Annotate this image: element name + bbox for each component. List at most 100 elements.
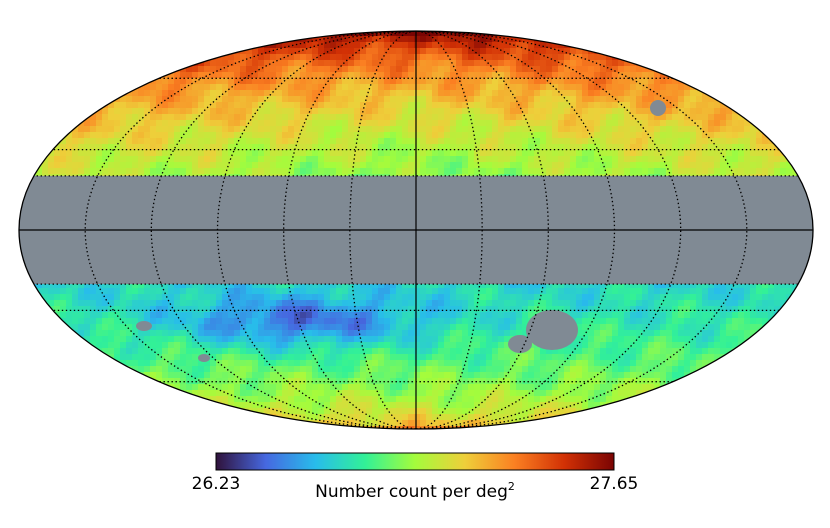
sky-cell <box>228 162 235 169</box>
sky-cell <box>624 120 631 127</box>
sky-cell <box>210 138 217 145</box>
sky-cell <box>516 162 523 169</box>
sky-cell <box>444 162 451 169</box>
sky-cell <box>534 54 541 61</box>
sky-cell <box>576 288 583 295</box>
sky-cell <box>492 36 499 43</box>
sky-cell <box>576 150 583 157</box>
sky-cell <box>294 66 301 73</box>
sky-cell <box>606 150 613 157</box>
sky-cell <box>168 90 175 97</box>
sky-cell <box>186 96 193 103</box>
sky-cell <box>540 66 547 73</box>
sky-cell <box>366 168 373 175</box>
sky-cell <box>156 114 163 121</box>
sky-cell <box>414 48 421 55</box>
sky-cell <box>306 120 313 127</box>
sky-cell <box>636 72 643 79</box>
sky-cell <box>198 78 205 85</box>
sky-cell <box>84 288 91 295</box>
sky-cell <box>108 162 115 169</box>
sky-cell <box>468 102 475 109</box>
sky-cell <box>414 150 421 157</box>
sky-cell <box>246 42 253 49</box>
sky-cell <box>198 288 205 295</box>
sky-cell <box>36 288 43 295</box>
sky-cell <box>168 282 175 289</box>
sky-cell <box>678 72 685 79</box>
sky-cell <box>432 156 439 163</box>
sky-cell <box>600 138 607 145</box>
sky-cell <box>636 66 643 73</box>
sky-cell <box>462 48 469 55</box>
sky-cell <box>108 132 115 139</box>
sky-cell <box>444 42 451 49</box>
sky-cell <box>354 126 361 133</box>
sky-cell <box>402 138 409 145</box>
sky-cell <box>312 78 319 85</box>
sky-cell <box>324 168 331 175</box>
sky-cell <box>276 102 283 109</box>
sky-cell <box>138 138 145 145</box>
sky-cell <box>726 282 733 289</box>
sky-cell <box>552 156 559 163</box>
sky-cell <box>636 138 643 145</box>
sky-cell <box>258 72 265 79</box>
sky-cell <box>582 48 589 55</box>
sky-cell <box>660 156 667 163</box>
sky-cell <box>282 114 289 121</box>
sky-cell <box>126 288 133 295</box>
sky-cell <box>420 138 427 145</box>
sky-cell <box>510 84 517 91</box>
sky-cell <box>234 66 241 73</box>
sky-cell <box>606 102 613 109</box>
sky-cell <box>432 90 439 97</box>
sky-cell <box>564 150 571 157</box>
sky-cell <box>186 150 193 157</box>
sky-cell <box>192 114 199 121</box>
sky-cell <box>744 132 751 139</box>
sky-cell <box>90 150 97 157</box>
sky-cell <box>750 138 757 145</box>
sky-cell <box>498 72 505 79</box>
sky-cell <box>648 132 655 139</box>
sky-cell <box>618 84 625 91</box>
sky-cell <box>264 150 271 157</box>
sky-cell <box>564 54 571 61</box>
sky-cell <box>60 282 67 289</box>
sky-cell <box>576 282 583 289</box>
sky-cell <box>168 72 175 79</box>
sky-cell <box>432 84 439 91</box>
sky-cell <box>192 288 199 295</box>
sky-cell <box>654 78 661 85</box>
sky-cell <box>660 144 667 151</box>
sky-cell <box>84 108 91 115</box>
sky-cell <box>546 138 553 145</box>
sky-cell <box>576 72 583 79</box>
sky-cell <box>276 66 283 73</box>
sky-cell <box>504 126 511 133</box>
sky-cell <box>474 78 481 85</box>
sky-cell <box>630 72 637 79</box>
sky-cell <box>618 162 625 169</box>
sky-cell <box>222 168 229 175</box>
sky-cell <box>246 150 253 157</box>
sky-cell <box>468 144 475 151</box>
sky-cell <box>402 114 409 121</box>
sky-cell <box>666 96 673 103</box>
sky-cell <box>120 126 127 133</box>
sky-cell <box>606 156 613 163</box>
sky-cell <box>240 138 247 145</box>
sky-cell <box>468 114 475 121</box>
sky-cell <box>570 54 577 61</box>
sky-cell <box>300 288 307 295</box>
sky-cell <box>708 120 715 127</box>
sky-cell <box>54 144 61 151</box>
sky-cell <box>612 72 619 79</box>
sky-cell <box>612 66 619 73</box>
sky-cell <box>396 48 403 55</box>
sky-cell <box>282 150 289 157</box>
sky-cell <box>294 132 301 139</box>
sky-cell <box>372 102 379 109</box>
sky-cell <box>564 126 571 133</box>
